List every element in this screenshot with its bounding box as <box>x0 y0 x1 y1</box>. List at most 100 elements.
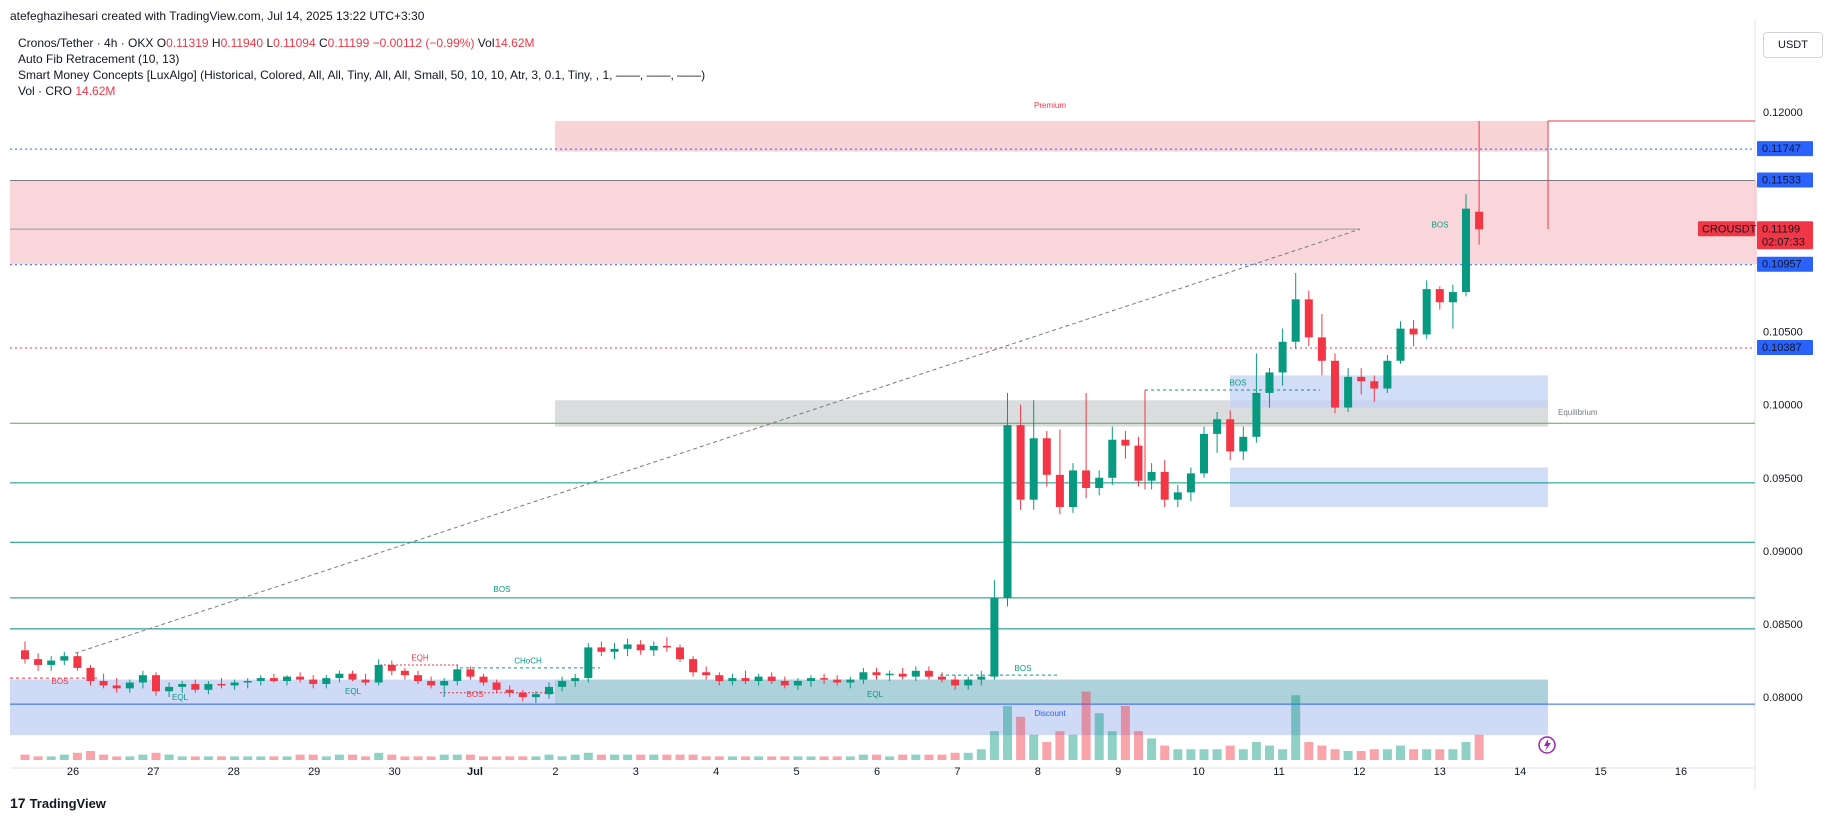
legend-indicator-volume[interactable]: Vol · CRO 14.62M <box>18 83 705 99</box>
candle-body[interactable] <box>47 660 56 665</box>
currency-button[interactable]: USDT <box>1763 32 1823 58</box>
candle-body[interactable] <box>1317 337 1326 361</box>
candle-body[interactable] <box>1121 439 1130 446</box>
candle-body[interactable] <box>1462 208 1470 293</box>
candle-body[interactable] <box>1396 328 1405 361</box>
candle-body[interactable] <box>1160 471 1169 500</box>
candle-body[interactable] <box>1331 360 1339 408</box>
candle-body[interactable] <box>1134 445 1143 481</box>
candle-body[interactable] <box>846 679 855 683</box>
candle-body[interactable] <box>610 648 619 652</box>
candle-body[interactable] <box>152 675 160 692</box>
candle-body[interactable] <box>60 656 69 661</box>
candle-body[interactable] <box>387 664 396 671</box>
candle-body[interactable] <box>230 682 239 686</box>
candle-body[interactable] <box>1252 392 1261 437</box>
candle-body[interactable] <box>1069 470 1077 508</box>
candle-body[interactable] <box>1173 492 1182 500</box>
candle-body[interactable] <box>21 650 29 660</box>
candle-body[interactable] <box>676 647 684 660</box>
candle-body[interactable] <box>859 672 868 680</box>
candle-body[interactable] <box>885 673 894 676</box>
candle-body[interactable] <box>807 678 815 682</box>
candle-body[interactable] <box>178 683 187 687</box>
candle-body[interactable] <box>649 645 658 651</box>
candle-body[interactable] <box>702 672 711 676</box>
candle-body[interactable] <box>466 669 475 677</box>
candle-body[interactable] <box>335 673 344 679</box>
candle-body[interactable] <box>1108 439 1117 478</box>
candle-body[interactable] <box>636 644 645 651</box>
candle-body[interactable] <box>558 681 567 687</box>
candle-body[interactable] <box>453 669 462 682</box>
candle-body[interactable] <box>400 670 409 676</box>
candle-body[interactable] <box>1304 299 1313 338</box>
candle-body[interactable] <box>73 656 82 668</box>
candle-body[interactable] <box>1435 289 1444 303</box>
legend-indicator-fib[interactable]: Auto Fib Retracement (10, 13) <box>18 52 180 66</box>
candle-body[interactable] <box>1055 474 1064 508</box>
candle-body[interactable] <box>348 673 357 680</box>
candle-body[interactable] <box>479 676 488 683</box>
candle-body[interactable] <box>191 683 200 690</box>
candle-body[interactable] <box>1448 292 1457 303</box>
candle-body[interactable] <box>1226 419 1235 452</box>
legend-indicator-smc[interactable]: Smart Money Concepts [LuxAlgo] (Historic… <box>18 68 706 82</box>
candle-body[interactable] <box>872 672 881 676</box>
candle-body[interactable] <box>125 682 134 689</box>
candle-body[interactable] <box>112 685 121 689</box>
candle-body[interactable] <box>492 682 501 690</box>
candle-body[interactable] <box>505 689 514 693</box>
candle-body[interactable] <box>584 647 593 679</box>
candle-body[interactable] <box>165 686 174 692</box>
candle-body[interactable] <box>1409 328 1418 335</box>
candle-body[interactable] <box>951 679 960 686</box>
candle-body[interactable] <box>1383 360 1392 389</box>
candle-body[interactable] <box>269 678 278 682</box>
candle-body[interactable] <box>296 676 305 680</box>
candle-body[interactable] <box>374 664 383 683</box>
tradingview-logo[interactable]: 17 TradingView <box>10 795 106 811</box>
candle-body[interactable] <box>1186 473 1195 493</box>
candle-body[interactable] <box>1082 470 1091 488</box>
candle-body[interactable] <box>1291 299 1300 342</box>
candle-body[interactable] <box>924 670 933 677</box>
candle-body[interactable] <box>1003 425 1012 598</box>
candle-body[interactable] <box>256 678 265 682</box>
candle-body[interactable] <box>715 675 724 682</box>
candle-body[interactable] <box>833 679 842 683</box>
candle-body[interactable] <box>1278 341 1287 373</box>
candle-body[interactable] <box>911 670 920 677</box>
candle-body[interactable] <box>571 678 580 682</box>
candle-body[interactable] <box>34 659 43 665</box>
candle-body[interactable] <box>990 597 999 677</box>
candle-body[interactable] <box>545 686 553 695</box>
candle-body[interactable] <box>440 681 449 686</box>
candle-body[interactable] <box>689 659 698 673</box>
candle-body[interactable] <box>964 679 973 686</box>
candle-body[interactable] <box>1042 438 1051 475</box>
candle-body[interactable] <box>243 681 252 683</box>
candle-body[interactable] <box>780 681 789 686</box>
candle-body[interactable] <box>414 675 422 682</box>
candle-body[interactable] <box>1029 438 1038 500</box>
candle-body[interactable] <box>1239 436 1248 452</box>
candle-body[interactable] <box>217 683 226 686</box>
candle-body[interactable] <box>938 676 946 680</box>
candle-body[interactable] <box>309 679 318 684</box>
candle-body[interactable] <box>1265 372 1274 393</box>
candle-body[interactable] <box>283 676 291 682</box>
candle-body[interactable] <box>767 676 776 682</box>
candle-body[interactable] <box>741 678 750 682</box>
candle-body[interactable] <box>361 679 370 683</box>
candle-body[interactable] <box>1200 433 1208 474</box>
candle-body[interactable] <box>138 675 147 683</box>
candle-body[interactable] <box>1016 425 1025 500</box>
candle-body[interactable] <box>1213 419 1222 434</box>
candle-body[interactable] <box>86 667 95 682</box>
candle-body[interactable] <box>728 678 737 682</box>
candle-body[interactable] <box>793 681 802 686</box>
candle-body[interactable] <box>820 678 829 680</box>
candle-body[interactable] <box>531 694 540 698</box>
